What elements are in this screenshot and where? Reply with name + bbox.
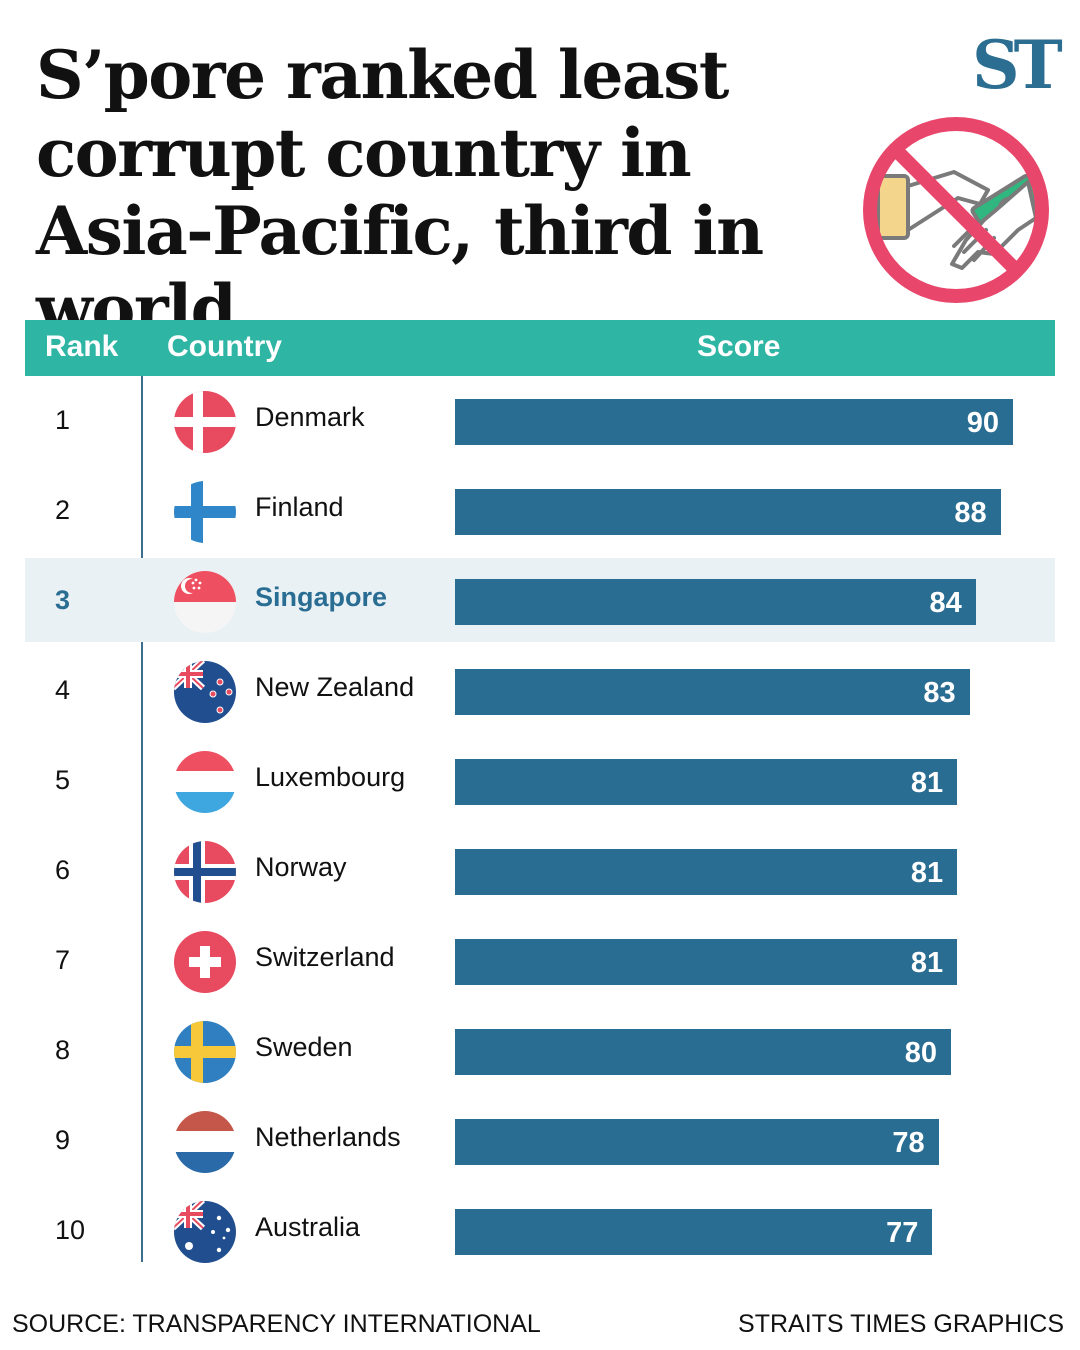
column-header-score: Score [697,330,781,363]
country-label: Luxembourg [255,762,406,792]
rank-label: 7 [55,945,71,975]
sweden-flag-icon [173,1020,237,1084]
rank-label: 1 [55,405,71,435]
score-bar: 83 [455,669,970,715]
rank-label: 3 [55,585,71,615]
score-bar: 88 [455,489,1001,535]
column-header-country: Country [167,330,282,363]
singapore-flag-icon [173,570,237,634]
country-label: Finland [255,492,344,522]
score-bar: 81 [455,939,958,985]
score-value-label: 78 [892,1127,925,1159]
column-header-rank: Rank [45,330,119,363]
score-bar: 80 [455,1029,951,1075]
score-bar: 78 [455,1119,939,1165]
no-bribery-icon [858,112,1054,308]
rank-label: 8 [55,1035,71,1065]
score-value-label: 77 [886,1217,919,1249]
finland-flag-icon [173,480,237,544]
table-row-singapore: 3 Singapore 84 [25,558,1055,642]
table-header: Rank Country Score [25,320,1055,376]
table-row-netherlands: 9 Netherlands 78 [25,1098,1055,1182]
table-row-new-zealand: 4 New Zealand 83 [25,648,1055,732]
table-row-sweden: 8 Sweden 80 [25,1008,1055,1092]
page-title: S’pore ranked least corrupt country in A… [36,36,764,348]
country-label: Norway [255,852,347,882]
table-row-switzerland: 7 Switzerland 81 [25,918,1055,1002]
table-row-denmark: 1 Denmark 90 [25,378,1055,462]
score-value-label: 88 [954,497,987,529]
score-bar: 81 [455,759,958,805]
country-label: Netherlands [255,1122,401,1152]
country-label: Singapore [255,582,388,612]
country-label: New Zealand [255,672,415,702]
score-value-label: 90 [966,407,999,439]
rank-label: 10 [55,1215,86,1245]
score-value-label: 80 [904,1037,937,1069]
credit-note: STRAITS TIMES GRAPHICS [738,1310,1064,1338]
score-value-label: 81 [910,767,944,799]
norway-flag-icon [173,840,237,904]
rank-label: 5 [55,765,71,795]
table-row-finland: 2 Finland 88 [25,468,1055,552]
score-bar: 90 [455,399,1013,445]
column-divider [141,376,143,1262]
rank-label: 6 [55,855,71,885]
score-bar: 81 [455,849,958,895]
country-label: Denmark [255,402,365,432]
score-bar: 77 [455,1209,933,1255]
score-bar: 84 [455,579,976,625]
country-label: Australia [255,1212,361,1242]
rank-label: 4 [55,675,71,705]
netherlands-flag-icon [173,1110,237,1174]
table-row-australia: 10 Australia 77 [25,1188,1055,1272]
country-label: Sweden [255,1032,353,1062]
rank-label: 9 [55,1125,71,1155]
new-zealand-flag-icon [173,660,237,724]
luxembourg-flag-icon [173,750,237,814]
score-value-label: 83 [923,677,956,709]
source-note: SOURCE: TRANSPARENCY INTERNATIONAL [12,1310,541,1338]
score-value-label: 81 [910,857,944,889]
country-label: Switzerland [255,942,395,972]
table-row-norway: 6 Norway 81 [25,828,1055,912]
straits-times-logo: ST [972,26,1063,104]
score-value-label: 84 [929,587,962,619]
denmark-flag-icon [173,390,237,454]
switzerland-flag-icon [173,930,237,994]
score-value-label: 81 [910,947,944,979]
table-row-luxembourg: 5 Luxembourg 81 [25,738,1055,822]
rank-label: 2 [55,495,71,525]
australia-flag-icon [173,1200,237,1264]
